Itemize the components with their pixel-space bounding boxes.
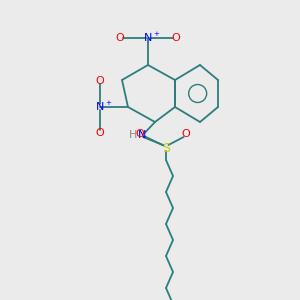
Text: N: N [96,102,104,112]
Text: +: + [154,32,159,38]
Text: O: O [172,33,180,43]
Text: O: O [182,129,190,139]
Text: N: N [138,130,146,140]
Text: S: S [162,142,170,154]
Text: H: H [129,130,137,140]
Text: O: O [96,76,104,86]
Text: O: O [136,129,144,139]
Text: O: O [96,128,104,138]
Text: O: O [116,33,124,43]
Text: +: + [106,100,111,106]
Text: N: N [144,33,152,43]
